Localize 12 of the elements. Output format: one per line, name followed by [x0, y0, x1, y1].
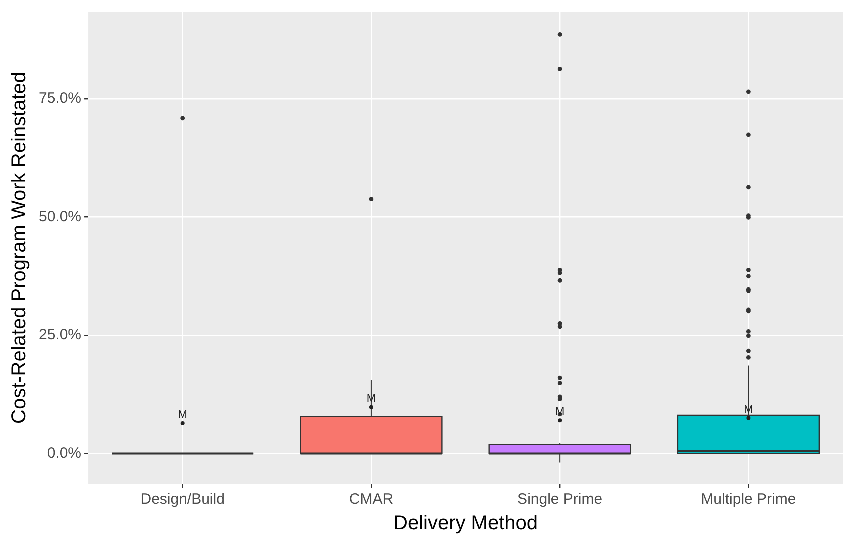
- x-tick-label: Single Prime: [518, 491, 603, 508]
- x-tick-label: CMAR: [349, 491, 394, 508]
- x-tick-label: Multiple Prime: [701, 491, 796, 508]
- annotation: M: [178, 408, 188, 421]
- y-axis-title: Cost-Related Program Work Reinstated: [8, 72, 31, 424]
- y-tick-label: 50.0%: [38, 208, 82, 226]
- y-tick-label: 75.0%: [38, 90, 82, 108]
- y-tick-label: 25.0%: [38, 326, 82, 344]
- x-axis-title: Delivery Method: [394, 512, 538, 535]
- y-tick-label: 0.0%: [47, 444, 82, 462]
- annotation: M: [555, 406, 565, 418]
- x-tick-label: Design/Build: [140, 491, 225, 508]
